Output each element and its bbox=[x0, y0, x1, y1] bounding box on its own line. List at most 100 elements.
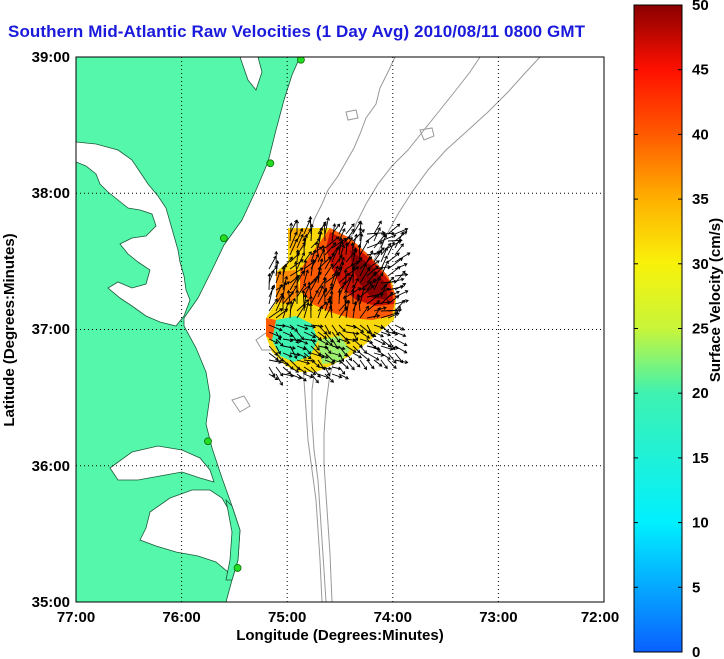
velocity-arrow bbox=[373, 227, 381, 242]
velocity-arrow bbox=[317, 248, 325, 263]
velocity-arrow bbox=[366, 300, 381, 312]
velocity-arrow bbox=[345, 345, 357, 353]
velocity-arrow bbox=[310, 275, 319, 291]
velocity-arrow bbox=[268, 308, 283, 319]
colorbar-tick-label: 35 bbox=[692, 191, 709, 208]
velocity-arrow bbox=[366, 278, 376, 291]
velocity-arrow bbox=[338, 306, 348, 319]
velocity-arrow bbox=[296, 366, 307, 374]
velocity-arrow bbox=[394, 299, 409, 305]
velocity-arrow bbox=[294, 260, 298, 277]
velocity-arrow bbox=[373, 331, 384, 338]
velocity-arrow bbox=[328, 299, 333, 319]
velocity-arrow bbox=[317, 285, 324, 298]
velocity-arrow bbox=[373, 276, 381, 291]
velocity-arrow bbox=[329, 290, 334, 305]
velocity-arrow bbox=[380, 246, 389, 263]
velocity-arrow bbox=[359, 239, 369, 256]
velocity-arrow bbox=[289, 324, 298, 332]
velocity-arrow bbox=[373, 324, 385, 330]
velocity-arrow bbox=[275, 331, 281, 341]
velocity-arrow bbox=[338, 324, 346, 333]
velocity-arrow bbox=[345, 359, 355, 371]
velocity-arrow bbox=[359, 359, 368, 371]
colorbar-tick-label: 40 bbox=[692, 126, 709, 143]
velocity-arrow bbox=[352, 331, 359, 342]
colorbar: 0 5 10 15 20 25 30 35 40 45 50 Surface Velocity (c… bbox=[633, 0, 724, 659]
velocity-arrow bbox=[317, 266, 322, 284]
colorbar-tick-label: 30 bbox=[692, 256, 709, 273]
velocity-arrow bbox=[303, 302, 310, 319]
velocity-arrow bbox=[380, 233, 388, 249]
velocity-arrow bbox=[322, 222, 327, 242]
velocity-arrow bbox=[394, 263, 408, 270]
velocity-arrow bbox=[289, 331, 299, 344]
velocity-arrow bbox=[359, 281, 372, 291]
velocity-arrow bbox=[338, 272, 351, 284]
velocity-arrow bbox=[352, 352, 363, 359]
outer-banks-land bbox=[225, 498, 241, 581]
x-tick-label: 77:00 bbox=[57, 609, 95, 626]
velocity-arrow bbox=[338, 228, 346, 242]
velocity-arrow bbox=[366, 294, 380, 305]
velocity-arrow bbox=[310, 338, 320, 351]
colorbar-tick-label: 15 bbox=[692, 450, 709, 467]
radar-station-marker bbox=[219, 234, 228, 243]
velocity-arrow bbox=[331, 246, 340, 263]
velocity-arrow bbox=[331, 265, 339, 284]
velocity-arrow bbox=[317, 366, 332, 371]
velocity-arrow bbox=[289, 231, 298, 249]
velocity-arrow bbox=[317, 352, 329, 359]
velocity-arrow bbox=[324, 373, 335, 383]
x-axis-title: Longitude (Degrees:Minutes) bbox=[236, 627, 444, 644]
velocity-arrow bbox=[324, 345, 332, 355]
velocity-arrow bbox=[337, 289, 342, 305]
velocity-arrow bbox=[310, 289, 319, 305]
velocity-arrow bbox=[387, 290, 400, 298]
velocity-arrow bbox=[296, 359, 311, 365]
y-axis-title: Latitude (Degrees:Minutes) bbox=[1, 233, 18, 426]
velocity-arrow bbox=[324, 359, 335, 365]
y-tick-label: 38:00 bbox=[32, 185, 70, 202]
velocity-arrow bbox=[268, 338, 279, 344]
velocity-arrow bbox=[303, 324, 317, 329]
velocity-arrow bbox=[331, 331, 341, 343]
velocity-arrow bbox=[282, 290, 294, 305]
velocity-arrow bbox=[387, 223, 401, 235]
velocity-arrow bbox=[345, 273, 354, 291]
velocity-arrow bbox=[345, 331, 360, 336]
velocity-arrow bbox=[289, 345, 298, 360]
velocity-arrow bbox=[380, 352, 391, 360]
velocity-arrow bbox=[357, 243, 362, 263]
velocity-arrow bbox=[295, 249, 300, 263]
velocity-arrow bbox=[352, 256, 363, 270]
velocity-arrow bbox=[296, 227, 304, 242]
velocity-arrow bbox=[310, 373, 319, 384]
velocity-arrow bbox=[366, 359, 375, 370]
velocity-arrow bbox=[296, 324, 309, 330]
velocity-arrow bbox=[366, 314, 381, 319]
velocity-arrow bbox=[387, 252, 400, 263]
velocity-arrow bbox=[324, 216, 330, 235]
velocity-arrow bbox=[310, 366, 321, 378]
velocity-arrow bbox=[310, 359, 320, 368]
colorbar-tick-label: 45 bbox=[692, 62, 709, 79]
velocity-arrow bbox=[373, 345, 382, 353]
velocity-arrow bbox=[310, 258, 316, 277]
velocity-arrow bbox=[324, 236, 340, 249]
velocity-arrow bbox=[296, 352, 307, 359]
velocity-arrow bbox=[387, 295, 400, 305]
velocity-arrows bbox=[267, 215, 411, 386]
velocity-arrow bbox=[359, 286, 366, 305]
x-tick-label: 74:00 bbox=[374, 609, 412, 626]
velocity-arrow bbox=[282, 301, 290, 319]
velocity-arrow bbox=[268, 324, 283, 332]
velocity-arrow bbox=[296, 345, 307, 351]
velocity-arrow bbox=[324, 366, 331, 377]
velocity-arrow bbox=[289, 373, 303, 380]
velocity-arrow bbox=[352, 229, 365, 242]
velocity-arrow bbox=[359, 263, 367, 277]
velocity-arrow bbox=[345, 223, 355, 235]
x-tick-label: 76:00 bbox=[162, 609, 200, 626]
